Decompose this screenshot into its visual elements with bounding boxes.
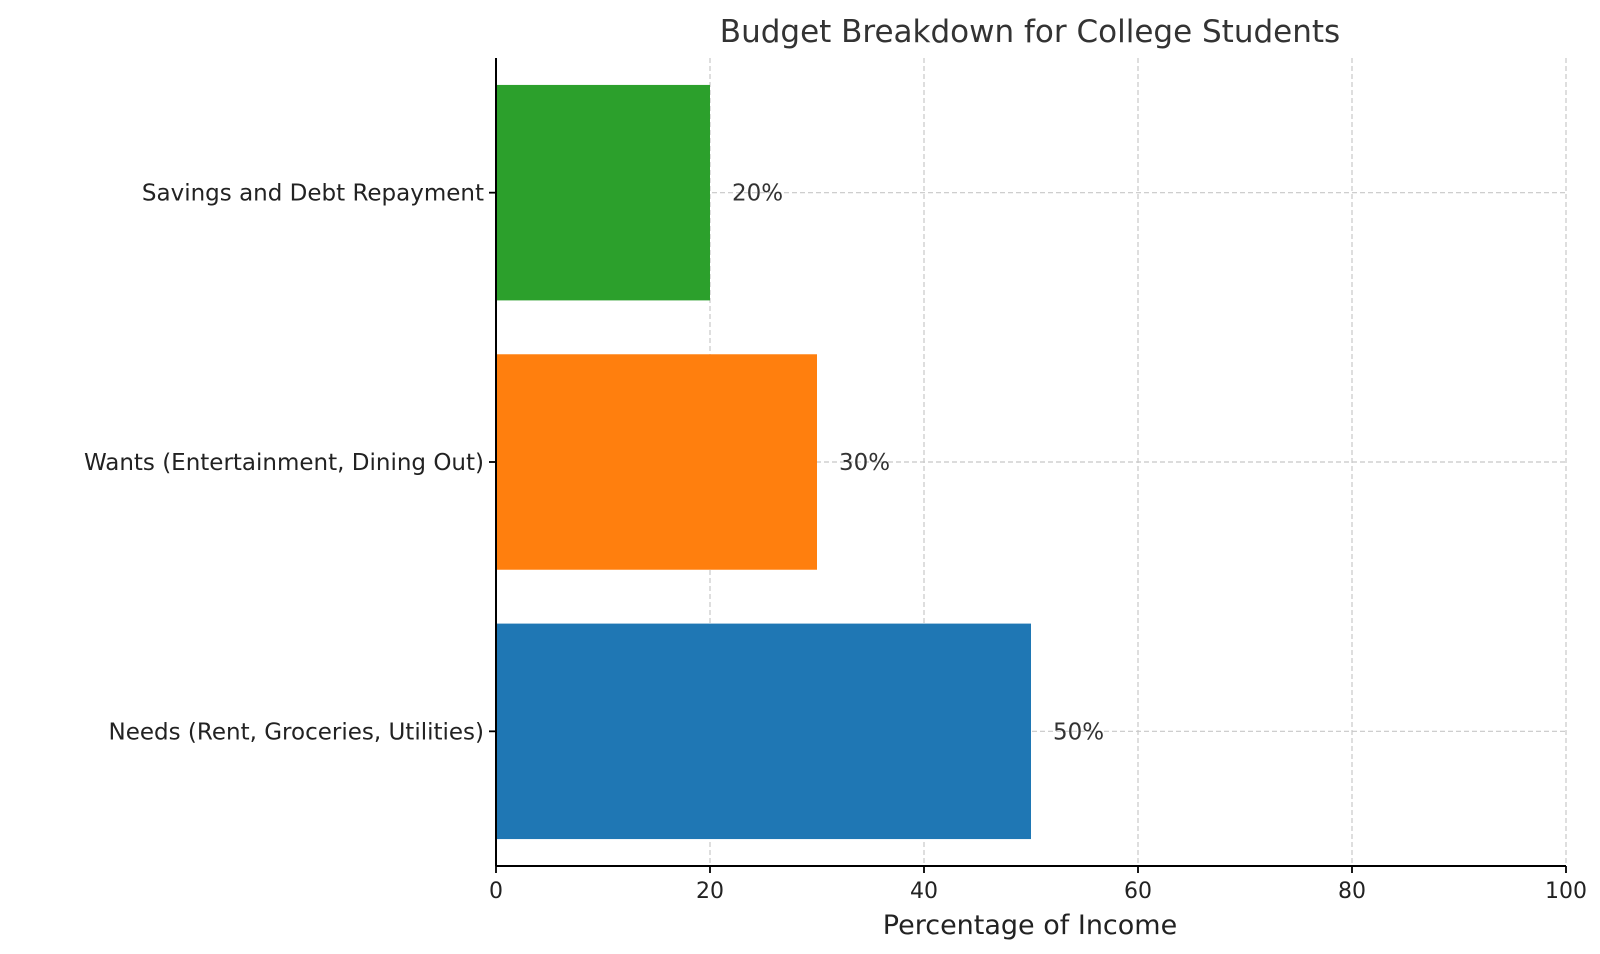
x-tick-label: 20 xyxy=(696,879,724,904)
axis-layer xyxy=(489,58,1567,873)
x-tick-label: 80 xyxy=(1338,879,1366,904)
bar-layer xyxy=(496,84,1031,840)
bar xyxy=(496,354,817,570)
y-tick-label: Needs (Rent, Groceries, Utilities) xyxy=(109,719,484,745)
bar-value-label: 50% xyxy=(1053,719,1104,745)
label-layer: 0 20 40 60 80 100 50% 30% 20% Needs (Rent, Grocer… xyxy=(84,181,1587,904)
x-axis-title: Percentage of Income xyxy=(883,910,1177,941)
bar xyxy=(496,623,1031,840)
bar xyxy=(496,84,710,301)
x-tick-label: 60 xyxy=(1124,879,1152,904)
y-tick-label: Wants (Entertainment, Dining Out) xyxy=(84,450,484,476)
chart-title: Budget Breakdown for College Students xyxy=(720,14,1340,50)
bar-value-label: 20% xyxy=(732,181,783,207)
bar-value-label: 30% xyxy=(839,450,890,476)
x-tick-label: 40 xyxy=(910,879,938,904)
x-tick-label: 0 xyxy=(489,879,503,904)
x-tick-label: 100 xyxy=(1545,879,1587,904)
y-tick-label: Savings and Debt Repayment xyxy=(142,181,484,207)
